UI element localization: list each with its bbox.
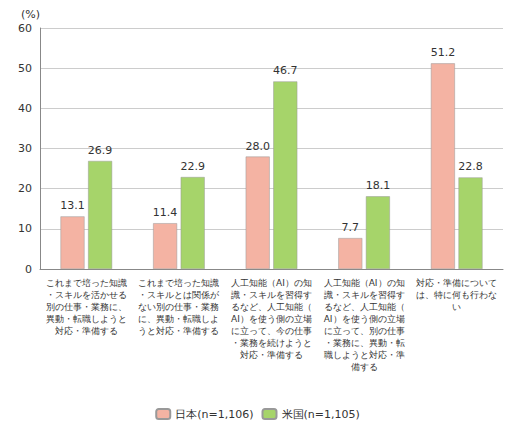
- svg-text:異動・転職しようと: 異動・転職しようと: [46, 314, 127, 324]
- svg-text:10: 10: [18, 222, 32, 235]
- svg-text:AI）を使う側の立場: AI）を使う側の立場: [231, 314, 312, 324]
- svg-text:60: 60: [18, 22, 32, 35]
- svg-text:26.9: 26.9: [88, 144, 113, 157]
- svg-text:は、特に何も行わな: は、特に何も行わな: [416, 290, 497, 300]
- svg-text:22.8: 22.8: [458, 160, 483, 173]
- svg-text:るなど、人工知能（: るなど、人工知能（: [231, 302, 312, 312]
- svg-text:に立って、別の仕事: に立って、別の仕事: [324, 326, 405, 336]
- svg-text:これまで培った知識: これまで培った知識: [46, 278, 127, 288]
- svg-text:(%): (%): [21, 8, 40, 21]
- svg-text:い: い: [452, 302, 461, 312]
- svg-text:ない別の仕事・業務: ない別の仕事・業務: [138, 302, 219, 312]
- svg-text:11.4: 11.4: [153, 206, 178, 219]
- svg-text:13.1: 13.1: [60, 199, 85, 212]
- svg-text:対応・準備について: 対応・準備について: [416, 278, 497, 288]
- svg-text:別の仕事・業務に、: 別の仕事・業務に、: [46, 302, 127, 312]
- svg-text:7.7: 7.7: [342, 221, 360, 234]
- svg-text:20: 20: [18, 182, 32, 195]
- svg-text:50: 50: [18, 62, 32, 75]
- svg-text:対応・準備する: 対応・準備する: [240, 350, 303, 360]
- svg-text:46.7: 46.7: [273, 64, 298, 77]
- svg-text:0: 0: [25, 263, 32, 276]
- svg-text:18.1: 18.1: [366, 179, 391, 192]
- svg-text:28.0: 28.0: [245, 140, 270, 153]
- svg-text:職しようと対応・準: 職しようと対応・準: [324, 350, 405, 360]
- svg-text:に立って、今の仕事: に立って、今の仕事: [231, 326, 312, 336]
- svg-text:日本(n=1,106): 日本(n=1,106): [175, 408, 253, 421]
- svg-text:51.2: 51.2: [431, 46, 456, 59]
- svg-text:るなど、人工知能（: るなど、人工知能（: [324, 302, 405, 312]
- svg-text:22.9: 22.9: [180, 160, 205, 173]
- svg-text:うと対応・準備する: うと対応・準備する: [138, 326, 219, 336]
- svg-text:30: 30: [18, 142, 32, 155]
- svg-text:40: 40: [18, 102, 32, 115]
- svg-text:・スキルを活かせる: ・スキルを活かせる: [46, 290, 127, 300]
- svg-text:・スキルとは関係が: ・スキルとは関係が: [138, 290, 220, 300]
- svg-text:対応・準備する: 対応・準備する: [55, 326, 118, 336]
- svg-text:・業務に、異動・転: ・業務に、異動・転: [324, 338, 405, 348]
- svg-text:識・スキルを習得す: 識・スキルを習得す: [231, 290, 312, 300]
- svg-text:米国(n=1,105): 米国(n=1,105): [282, 408, 360, 421]
- svg-text:人工知能（AI）の知: 人工知能（AI）の知: [231, 278, 312, 288]
- svg-text:これまで培った知識: これまで培った知識: [138, 278, 219, 288]
- svg-text:AI）を使う側の立場: AI）を使う側の立場: [324, 314, 405, 324]
- svg-text:識・スキルを習得す: 識・スキルを習得す: [324, 290, 405, 300]
- svg-text:に、異動・転職しよ: に、異動・転職しよ: [138, 314, 219, 324]
- svg-text:備する: 備する: [351, 362, 378, 372]
- svg-text:・業務を続けようと: ・業務を続けようと: [231, 338, 312, 348]
- svg-text:人工知能（AI）の知: 人工知能（AI）の知: [324, 278, 405, 288]
